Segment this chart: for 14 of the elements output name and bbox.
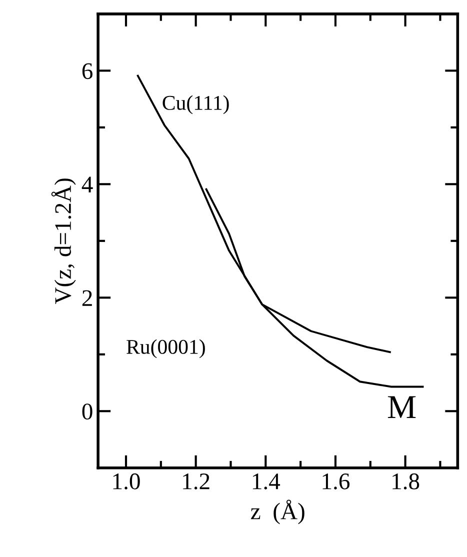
y-tick-label: 4 [82, 176, 93, 192]
x-tick-label: 1.6 [322, 473, 350, 490]
annotation: Ru(0001) [126, 339, 205, 358]
y-tick-label: 0 [82, 404, 92, 420]
x-tick-label: 1.4 [252, 474, 280, 490]
annotation: M [388, 396, 416, 418]
x-tick-label: 1.2 [183, 473, 210, 490]
y-axis-title: V(z, d=1.2Å) [51, 178, 76, 304]
x-axis-title: z (Å) [250, 500, 304, 524]
x-tick-label: 1.0 [113, 473, 140, 490]
annotation: Cu(111) [162, 95, 229, 114]
x-tick-label: 1.8 [392, 473, 420, 490]
y-tick-label: 6 [82, 63, 93, 80]
y-tick-label: 2 [82, 290, 92, 306]
